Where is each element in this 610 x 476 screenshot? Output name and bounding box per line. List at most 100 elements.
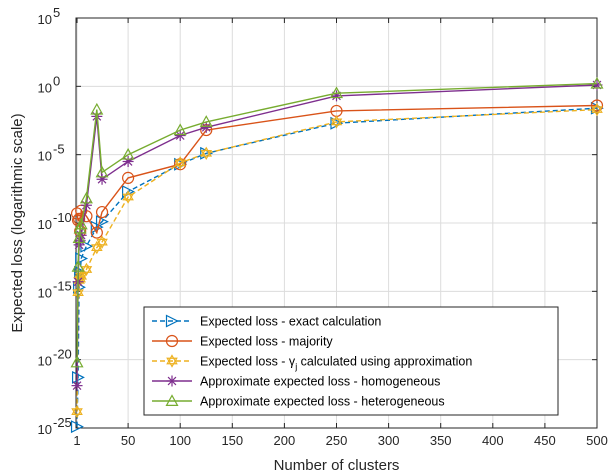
marker-shape <box>330 118 343 129</box>
marker-stroke <box>72 381 82 391</box>
marker-stroke <box>201 122 211 132</box>
marker-shape <box>200 149 213 161</box>
data-point <box>329 86 344 99</box>
y-tick-exponent: 0 <box>53 73 60 88</box>
data-point <box>90 226 103 239</box>
data-point <box>590 99 604 112</box>
y-tick-label: 10 <box>38 149 52 164</box>
data-point <box>590 76 604 89</box>
data-point <box>200 121 212 133</box>
data-point <box>71 380 83 392</box>
marker-shape <box>96 235 108 246</box>
legend-label: Expected loss - γj calculated using appr… <box>200 355 472 372</box>
marker-shape <box>165 334 179 348</box>
data-point <box>174 130 186 142</box>
legend-item: Approximate expected loss - heterogeneou… <box>152 394 445 409</box>
legend-label: Approximate expected loss - homogeneous <box>200 375 440 389</box>
x-tick-label: 50 <box>121 433 135 448</box>
legend-marker <box>165 314 179 328</box>
marker-shape <box>71 259 85 272</box>
data-point <box>74 265 88 279</box>
marker-shape <box>74 217 88 230</box>
x-tick-label: 1 <box>73 433 80 448</box>
marker-shape <box>71 404 83 415</box>
marker-shape <box>96 238 108 249</box>
y-tick-label: 10 <box>38 217 52 232</box>
y-tick-exponent: 5 <box>53 5 60 20</box>
legend-item: Expected loss - exact calculation <box>152 315 381 329</box>
legend-label: Expected loss - exact calculation <box>200 315 381 329</box>
y-tick-label: 10 <box>38 354 52 369</box>
marker-shape <box>91 240 103 251</box>
legend: Expected loss - exact calculation Expecte… <box>143 306 559 416</box>
legend-marker <box>165 394 179 406</box>
marker-shape <box>90 102 104 115</box>
x-tick-label: 500 <box>586 433 608 448</box>
x-tick-label: 100 <box>169 433 191 448</box>
marker-shape <box>70 355 84 368</box>
marker-stroke <box>167 376 177 386</box>
marker-shape <box>95 215 109 229</box>
marker-shape <box>121 147 135 160</box>
data-point <box>200 146 213 161</box>
y-tick-exponent: -5 <box>53 142 65 157</box>
marker-shape <box>70 420 84 434</box>
marker-stroke <box>175 131 185 140</box>
marker-shape <box>122 171 135 184</box>
x-tick-label: 250 <box>326 433 348 448</box>
data-point <box>71 259 85 272</box>
x-tick-label: 200 <box>274 433 296 448</box>
marker-shape <box>329 86 344 99</box>
marker-shape <box>590 76 604 89</box>
y-tick-label: 10 <box>38 80 52 95</box>
marker-shape <box>174 158 187 171</box>
legend-marker <box>166 354 178 368</box>
x-tick-label: 400 <box>482 433 504 448</box>
marker-shape <box>591 102 603 113</box>
x-tick-label: 350 <box>430 433 452 448</box>
data-point <box>331 90 342 102</box>
marker-shape <box>165 394 179 406</box>
x-tick-label: 300 <box>378 433 400 448</box>
data-point <box>122 190 134 204</box>
marker-shape <box>95 205 109 219</box>
marker-shape <box>122 193 134 204</box>
data-point <box>95 215 109 229</box>
data-point <box>95 205 109 219</box>
data-point <box>70 355 84 368</box>
legend-marker <box>166 375 178 387</box>
marker-shape <box>200 146 213 157</box>
marker-shape <box>79 191 93 204</box>
marker-shape <box>591 106 603 117</box>
data-point <box>330 115 343 129</box>
data-point <box>95 165 109 178</box>
legend-marker <box>165 334 179 348</box>
data-point <box>75 252 89 266</box>
marker-shape <box>330 115 343 126</box>
legend-box <box>143 306 559 416</box>
data-point <box>71 370 85 384</box>
data-point <box>96 173 108 185</box>
marker-shape <box>90 226 103 239</box>
data-point <box>90 102 104 115</box>
x-tick-label: 450 <box>534 433 556 448</box>
y-tick-exponent: -20 <box>53 347 72 362</box>
marker-shape <box>199 115 213 127</box>
series-group <box>70 76 604 434</box>
x-axis-label: Number of clusters <box>274 457 400 474</box>
legend-label: Approximate expected loss - heterogeneou… <box>200 395 445 409</box>
y-tick-exponent: -15 <box>53 278 72 293</box>
data-point <box>73 221 87 234</box>
y-tick-exponent: -10 <box>53 210 72 225</box>
marker-shape <box>165 314 179 328</box>
marker-shape <box>74 265 88 279</box>
data-point <box>121 147 135 160</box>
marker-shape <box>71 408 83 419</box>
marker-shape <box>166 357 178 368</box>
marker-shape <box>174 159 187 170</box>
legend-item: Expected loss - majority <box>152 335 333 349</box>
data-point <box>330 116 344 130</box>
data-point <box>72 231 86 244</box>
